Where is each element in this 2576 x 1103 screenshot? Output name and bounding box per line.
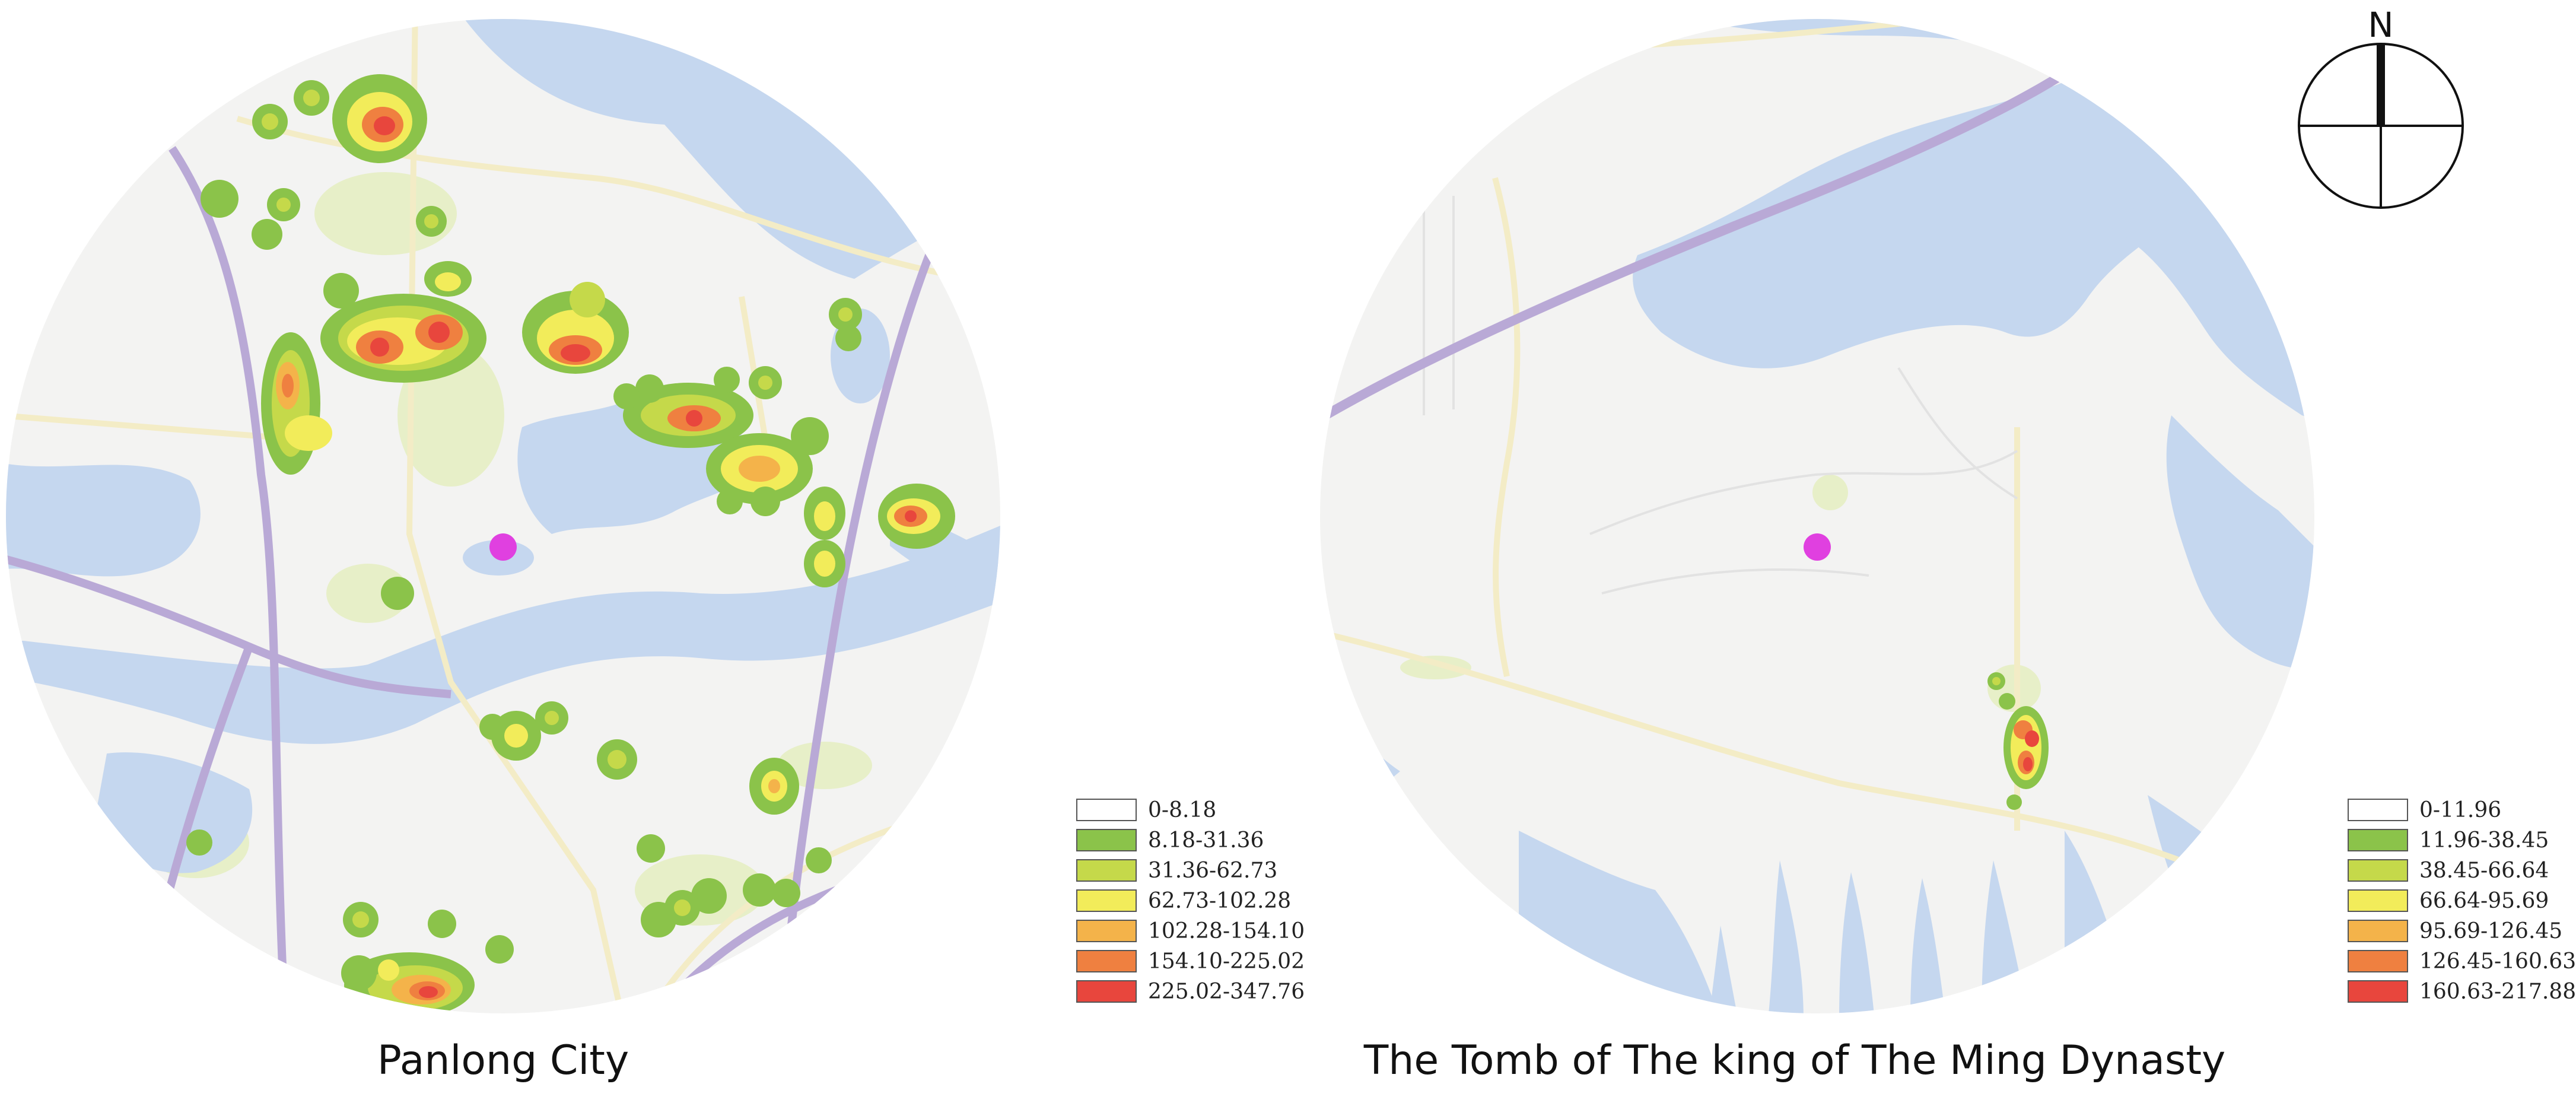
legend-swatch [2348, 829, 2408, 851]
heat-cluster [479, 701, 568, 761]
legend-swatch [2348, 980, 2408, 1003]
legend-ming-tomb: 0-11.96 11.96-38.45 38.45-66.64 66.64-95… [2348, 798, 2576, 1004]
legend-item: 8.18-31.36 [1076, 828, 1264, 853]
legend-swatch [1076, 829, 1137, 851]
legend-swatch [2348, 889, 2408, 912]
legend-label: 95.69-126.45 [2419, 919, 2562, 943]
legend-label: 102.28-154.10 [1148, 919, 1305, 943]
legend-label: 154.10-225.02 [1148, 949, 1305, 974]
legend-item: 160.63-217.88 [2348, 980, 2576, 1004]
legend-swatch [1076, 889, 1137, 912]
heat-cluster [320, 261, 486, 383]
legend-swatch [1076, 799, 1137, 821]
legend-label: 38.45-66.64 [2419, 859, 2549, 883]
legend-panlong: 0-8.18 8.18-31.36 31.36-62.73 62.73-102.… [1076, 798, 1305, 1004]
heat-cluster [623, 366, 829, 516]
major-road [1320, 61, 2079, 431]
legend-swatch [2348, 799, 2408, 821]
legend-item: 0-8.18 [1076, 798, 1216, 822]
legend-label: 0-11.96 [2419, 798, 2501, 822]
legend-label: 11.96-38.45 [2419, 828, 2549, 853]
local-roads [1423, 178, 2018, 595]
legend-swatch [2348, 950, 2408, 972]
legend-item: 11.96-38.45 [2348, 828, 2549, 853]
heat-cluster [261, 332, 332, 475]
legend-item: 225.02-347.76 [1076, 980, 1305, 1004]
map-title-ming-tomb: The Tomb of The king of The Ming Dynasty [1363, 1037, 2225, 1084]
legend-label: 31.36-62.73 [1148, 859, 1277, 883]
heatmap-clusters [186, 74, 955, 1013]
heat-cluster [878, 484, 955, 549]
heat-cluster [341, 952, 475, 1013]
legend-item: 31.36-62.73 [1076, 859, 1277, 883]
heat-cluster [641, 878, 727, 937]
map-ming-tomb [1320, 19, 2314, 1013]
legend-swatch [2348, 859, 2408, 882]
heat-cluster [522, 282, 629, 374]
legend-swatch [1076, 920, 1137, 942]
legend-label: 126.45-160.63 [2419, 949, 2576, 974]
legend-item: 154.10-225.02 [1076, 949, 1305, 974]
legend-label: 225.02-347.76 [1148, 980, 1305, 1004]
legend-item: 102.28-154.10 [1076, 919, 1305, 943]
compass-label: N [2368, 5, 2393, 45]
legend-swatch [1076, 950, 1137, 972]
heat-cluster [749, 758, 799, 815]
legend-item: 95.69-126.45 [2348, 919, 2562, 943]
legend-swatch [2348, 920, 2408, 942]
legend-item: 62.73-102.28 [1076, 889, 1291, 913]
poi-marker [1804, 533, 1831, 561]
legend-label: 66.64-95.69 [2419, 889, 2549, 913]
legend-item: 66.64-95.69 [2348, 889, 2549, 913]
heat-cluster [332, 74, 427, 163]
heat-cluster [2003, 706, 2049, 789]
poi-marker [489, 533, 517, 561]
legend-swatch [1076, 859, 1137, 882]
legend-label: 62.73-102.28 [1148, 889, 1291, 913]
legend-label: 0-8.18 [1148, 798, 1216, 822]
legend-item: 126.45-160.63 [2348, 949, 2576, 974]
legend-item: 38.45-66.64 [2348, 859, 2549, 883]
north-arrow-icon: N [2298, 5, 2464, 209]
legend-item: 0-11.96 [2348, 798, 2501, 822]
heatmap-clusters [1987, 672, 2049, 810]
legend-label: 8.18-31.36 [1148, 828, 1264, 853]
map-panlong-city [6, 19, 1000, 1013]
legend-label: 160.63-217.88 [2419, 980, 2576, 1004]
map-title-panlong: Panlong City [377, 1037, 629, 1084]
heat-cluster [804, 487, 845, 587]
legend-swatch [1076, 980, 1137, 1003]
